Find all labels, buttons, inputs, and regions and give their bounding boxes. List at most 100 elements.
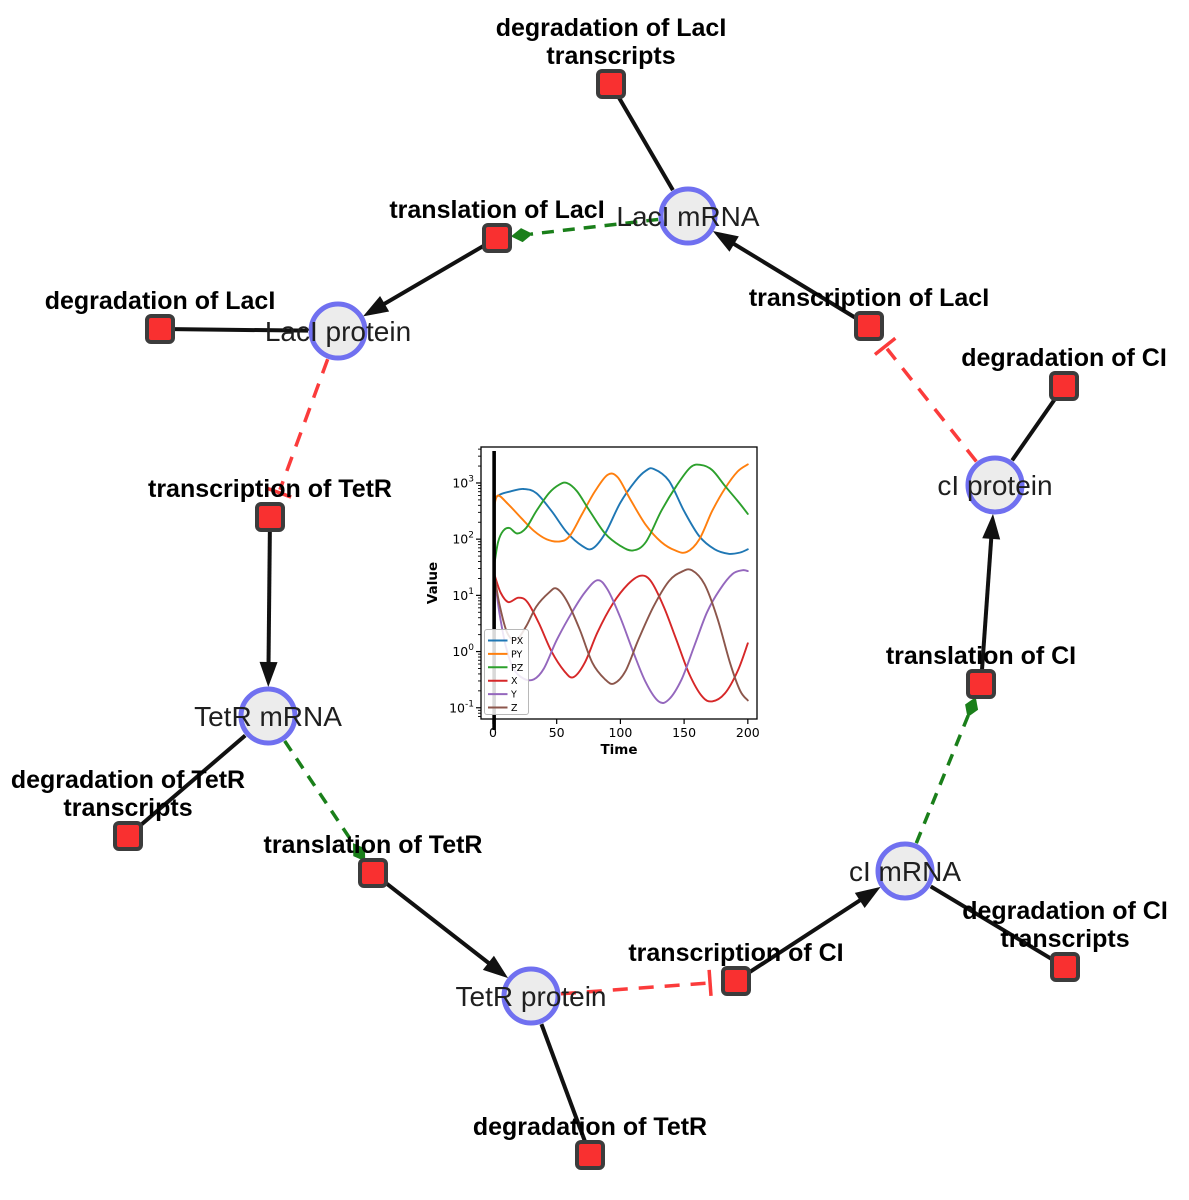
reaction-label-line: degradation of TetR bbox=[473, 1113, 707, 1141]
reaction-node-deg-ci-transcripts[interactable] bbox=[1050, 952, 1080, 982]
x-tick-label: 100 bbox=[608, 725, 632, 740]
species-circle[interactable] bbox=[875, 841, 935, 901]
arrowhead bbox=[363, 295, 390, 317]
species-circle[interactable] bbox=[658, 186, 718, 246]
edge-ci-mrna-translation-ci bbox=[914, 696, 979, 844]
reaction-square[interactable] bbox=[255, 502, 285, 532]
species-label: LacI protein bbox=[265, 316, 411, 347]
y-tick-label: 10-1 bbox=[449, 699, 474, 715]
series-line-X bbox=[493, 573, 749, 703]
edge-tetr-mrna-deg-tetr-transcripts bbox=[137, 734, 247, 829]
reaction-square[interactable] bbox=[1049, 371, 1079, 401]
reaction-node-deg-laci-transcripts[interactable] bbox=[596, 69, 626, 99]
reaction-node-deg-ci[interactable] bbox=[1049, 371, 1079, 401]
edge-transcription-tetr-tetr-mrna bbox=[259, 530, 278, 688]
reaction-label-line: degradation of CI bbox=[962, 897, 1168, 925]
legend-label: Z bbox=[511, 703, 518, 714]
y-tick-label: 102 bbox=[452, 531, 474, 547]
labels-layer: LacI mRNA LacI protein cI protein TetR mRNA… bbox=[11, 14, 1168, 1141]
legend-label: Y bbox=[510, 690, 517, 701]
plot-legend: PX PY PZ XYZ bbox=[484, 629, 529, 715]
species-node-tetr-mrna[interactable] bbox=[238, 686, 298, 746]
edge-laci-mrna-deg-laci-transcripts bbox=[616, 95, 675, 192]
reaction-node-deg-tetr-transcripts[interactable] bbox=[113, 821, 143, 851]
species-label: LacI mRNA bbox=[616, 201, 759, 232]
species-label: TetR protein bbox=[456, 981, 607, 1012]
reaction-label-line: degradation of CI bbox=[961, 344, 1167, 372]
legend-label: PZ bbox=[511, 663, 524, 674]
reaction-square[interactable] bbox=[854, 311, 884, 341]
reaction-square[interactable] bbox=[482, 223, 512, 253]
arrowhead bbox=[482, 955, 509, 979]
y-tick-label: 103 bbox=[452, 474, 474, 490]
edge-laci-protein-deg-laci bbox=[173, 327, 309, 333]
reaction-label-line: transcription of TetR bbox=[148, 475, 392, 503]
edge-transcription-ci-ci-mrna bbox=[746, 886, 881, 976]
modifier-diamond-arrowhead bbox=[352, 843, 366, 862]
x-axis-title: Time bbox=[600, 742, 637, 758]
x-tick-label: 200 bbox=[736, 725, 760, 740]
x-tick-label: 150 bbox=[672, 725, 696, 740]
reaction-label-line: transcription of CI bbox=[628, 939, 843, 967]
inhibition-tbar bbox=[873, 336, 897, 356]
series-line-PX bbox=[493, 467, 749, 555]
reaction-square[interactable] bbox=[966, 669, 996, 699]
reaction-square[interactable] bbox=[113, 821, 143, 851]
species-node-laci-protein[interactable] bbox=[308, 301, 368, 361]
reaction-square[interactable] bbox=[721, 966, 751, 996]
reaction-label-line: transcripts bbox=[546, 42, 675, 70]
edge-translation-laci-laci-protein bbox=[363, 243, 486, 317]
edge-transcription-laci-laci-mrna bbox=[712, 231, 859, 321]
reaction-node-deg-tetr[interactable] bbox=[575, 1140, 605, 1170]
reaction-node-translation-laci[interactable] bbox=[482, 223, 512, 253]
reaction-square[interactable] bbox=[358, 858, 388, 888]
y-axis-title: Value bbox=[425, 562, 441, 604]
species-node-ci-protein[interactable] bbox=[965, 455, 1025, 515]
x-tick-label: 0 bbox=[489, 725, 497, 740]
reaction-node-translation-tetr[interactable] bbox=[358, 858, 388, 888]
reaction-square[interactable] bbox=[596, 69, 626, 99]
modifier-diamond-arrowhead bbox=[510, 228, 533, 243]
y-tick-label: 100 bbox=[452, 643, 474, 659]
species-circle[interactable] bbox=[238, 686, 298, 746]
reaction-label-line: degradation of TetR bbox=[11, 766, 245, 794]
series-line-PZ bbox=[493, 463, 749, 566]
reaction-node-transcription-tetr[interactable] bbox=[255, 502, 285, 532]
reaction-node-transcription-ci[interactable] bbox=[721, 966, 751, 996]
reaction-label-line: transcription of LacI bbox=[749, 284, 989, 312]
reaction-label-line: degradation of LacI bbox=[496, 14, 727, 42]
series-line-Z bbox=[493, 568, 749, 702]
reaction-node-translation-ci[interactable] bbox=[966, 669, 996, 699]
species-circle[interactable] bbox=[965, 455, 1025, 515]
arrowhead bbox=[982, 513, 1001, 540]
reaction-label-line: translation of CI bbox=[886, 642, 1076, 670]
reaction-square[interactable] bbox=[145, 314, 175, 344]
legend-label: PX bbox=[511, 636, 524, 647]
species-circle[interactable] bbox=[308, 301, 368, 361]
edge-translation-tetr-tetr-protein bbox=[382, 880, 509, 979]
legend-label: X bbox=[511, 676, 518, 687]
reaction-node-transcription-laci[interactable] bbox=[854, 311, 884, 341]
edge-ci-protein-transcription-laci bbox=[873, 336, 978, 463]
edge-translation-ci-ci-protein bbox=[979, 513, 1001, 671]
reaction-label-line: degradation of LacI bbox=[45, 287, 276, 315]
species-node-ci-mrna[interactable] bbox=[875, 841, 935, 901]
edge-ci-mrna-deg-ci-transcripts bbox=[929, 884, 1055, 962]
reaction-square[interactable] bbox=[1050, 952, 1080, 982]
x-tick-label: 50 bbox=[549, 725, 565, 740]
species-node-tetr-protein[interactable] bbox=[501, 966, 561, 1026]
reaction-node-deg-laci[interactable] bbox=[145, 314, 175, 344]
reaction-label-line: transcripts bbox=[1000, 925, 1129, 953]
axes-frame bbox=[480, 446, 758, 720]
time-series-plot: 0 50 100 150 20010-1100101102103TimeValuePXP… bbox=[425, 446, 760, 758]
edge-tetr-mrna-translation-tetr bbox=[283, 739, 366, 862]
edge-laci-protein-transcription-tetr bbox=[266, 358, 330, 499]
species-node-laci-mrna[interactable] bbox=[658, 186, 718, 246]
plot-series bbox=[493, 463, 749, 704]
species-circle[interactable] bbox=[501, 966, 561, 1026]
arrowhead bbox=[712, 231, 739, 252]
reaction-label-line: translation of TetR bbox=[264, 831, 483, 859]
edges-layer bbox=[137, 95, 1058, 1143]
reaction-square[interactable] bbox=[575, 1140, 605, 1170]
